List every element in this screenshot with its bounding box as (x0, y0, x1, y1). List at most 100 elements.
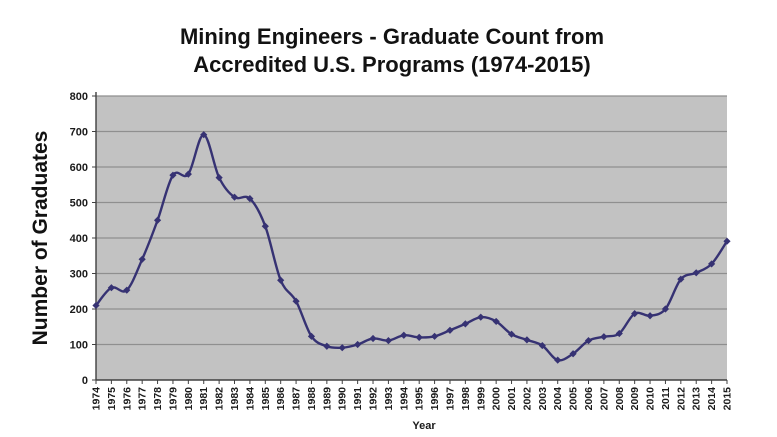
data-point-marker-1985 (261, 222, 269, 230)
x-tick-label: 1997 (444, 387, 456, 411)
data-point-marker-2005 (569, 350, 577, 358)
data-point-marker-1992 (369, 334, 377, 343)
data-point-marker-1993 (384, 336, 393, 345)
data-point-marker-1983 (230, 193, 239, 201)
x-tick-label: 1976 (121, 387, 133, 411)
x-tick-label: 2011 (660, 387, 672, 410)
x-tick-label: 1992 (368, 387, 380, 411)
x-tick-label: 2006 (583, 387, 595, 411)
data-point-marker-2007 (600, 333, 608, 341)
data-point-marker-1976 (123, 286, 131, 294)
chart-title-line2: Accredited U.S. Programs (1974-2015) (193, 52, 590, 77)
x-tick-label: 1990 (337, 387, 349, 411)
data-point-marker-2011 (661, 305, 670, 313)
x-tick-label: 1995 (414, 387, 426, 411)
data-point-marker-2006 (584, 336, 593, 345)
data-point-marker-1982 (215, 174, 223, 182)
data-point-marker-2012 (677, 275, 685, 283)
x-tick-label: 1978 (152, 387, 164, 411)
x-tick-label: 1983 (229, 387, 241, 411)
x-tick-label: 1996 (429, 387, 441, 411)
x-tick-label: 2013 (691, 387, 703, 411)
x-tick-label: 1991 (352, 387, 364, 411)
x-tick-label: 2004 (552, 387, 564, 411)
data-point-marker-1995 (415, 333, 423, 341)
data-point-marker-1990 (338, 344, 346, 352)
data-point-marker-1987 (292, 297, 300, 305)
x-tick-label: 2014 (706, 387, 718, 411)
x-tick-label: 1999 (475, 387, 487, 411)
y-tick-label: 100 (70, 340, 88, 352)
data-point-marker-2000 (492, 317, 500, 326)
data-point-marker-2015 (723, 237, 731, 245)
x-tick-label: 1987 (291, 387, 303, 411)
data-point-marker-1994 (400, 331, 408, 339)
x-tick-label: 2000 (491, 387, 503, 411)
x-tick-label: 2007 (598, 387, 610, 411)
data-point-marker-2003 (538, 341, 546, 350)
x-tick-label: 1998 (460, 387, 472, 411)
x-tick-label: 2012 (675, 387, 687, 411)
x-tick-label: 1982 (214, 387, 226, 411)
data-point-marker-2014 (708, 260, 716, 268)
x-tick-label: 1986 (275, 387, 287, 411)
x-tick-label: 1981 (198, 387, 210, 411)
data-point-marker-1979 (169, 171, 177, 179)
data-point-marker-1977 (138, 255, 146, 263)
y-tick-label: 200 (70, 304, 88, 316)
y-tick-label: 0 (82, 375, 88, 387)
y-tick-label: 500 (70, 198, 88, 210)
data-point-marker-1981 (200, 131, 208, 139)
data-point-marker-2013 (692, 269, 700, 277)
plot-area: 0 100 200 300 400 500 600 700 800 1974 1975 1976 197… (70, 91, 734, 410)
x-tick-label: 2009 (629, 387, 641, 411)
y-axis-title: Number of Graduates (29, 131, 52, 346)
y-tick-label: 800 (70, 91, 88, 103)
data-point-marker-2009 (631, 310, 639, 318)
y-tick-label: 600 (70, 162, 88, 174)
data-point-marker-1986 (277, 276, 285, 284)
data-point-marker-1996 (430, 332, 439, 340)
data-point-marker-2004 (554, 356, 562, 364)
data-point-marker-2008 (615, 329, 623, 338)
x-tick-label: 2010 (645, 387, 657, 411)
data-point-marker-1997 (446, 326, 454, 334)
data-point-marker-1998 (461, 320, 469, 328)
data-point-marker-1989 (323, 342, 331, 350)
x-tick-label: 2015 (722, 387, 734, 411)
data-point-marker-2010 (646, 312, 654, 320)
data-point-marker-2002 (523, 336, 531, 344)
data-point-marker-1975 (107, 284, 115, 292)
x-tick-label: 2008 (614, 387, 626, 411)
x-axis-title: Year (412, 420, 436, 432)
x-tick-label: 1977 (137, 387, 149, 411)
x-tick-label: 2002 (521, 387, 533, 411)
y-tick-label: 300 (70, 269, 88, 281)
data-point-marker-1999 (477, 313, 485, 321)
x-tick-label: 1985 (260, 387, 272, 411)
x-tick-label: 2001 (506, 387, 518, 411)
x-tick-label: 1994 (398, 387, 410, 411)
data-point-marker-1984 (246, 194, 254, 203)
x-tick-label: 1980 (183, 387, 195, 411)
data-point-marker-1980 (184, 170, 192, 178)
data-point-marker-1974 (92, 301, 100, 310)
data-point-marker-1991 (354, 340, 362, 349)
data-point-marker-2001 (507, 330, 516, 338)
x-tick-label: 1975 (106, 387, 118, 411)
x-tick-label: 1974 (91, 387, 103, 411)
chart-title-line1: Mining Engineers - Graduate Count from (180, 24, 604, 49)
x-tick-label: 1988 (306, 387, 318, 411)
data-point-marker-1988 (307, 332, 316, 340)
x-tick-label: 2005 (568, 387, 580, 411)
x-tick-label: 1984 (244, 387, 256, 411)
x-tick-label: 1979 (167, 387, 179, 411)
y-tick-label: 400 (70, 233, 88, 245)
x-tick-label: 1989 (321, 387, 333, 411)
y-tick-label: 700 (70, 127, 88, 139)
x-tick-label: 1993 (383, 387, 395, 411)
x-tick-label: 2003 (537, 387, 549, 411)
data-point-marker-1978 (153, 216, 162, 224)
